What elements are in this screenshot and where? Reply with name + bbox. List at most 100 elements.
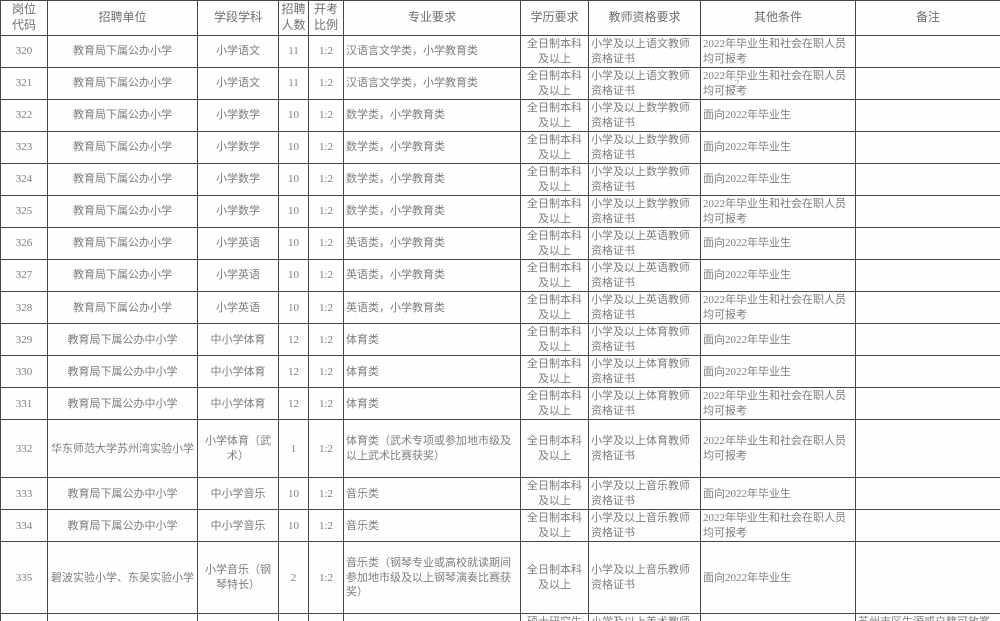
column-header-code: 岗位 代码 [0, 0, 48, 36]
cell-subject: 中小学体育 [197, 323, 279, 357]
cell-degree: 全日制本科及以上 [520, 67, 589, 101]
cell-other: 2022年毕业生和社会在职人员均可报考 [700, 419, 856, 479]
cell-degree: 全日制本科及以上 [520, 323, 589, 357]
cell-other: 面向2022年毕业生 [700, 477, 856, 511]
cell-subject: 小学语文 [197, 67, 279, 101]
cell-cert: 小学及以上语文教师资格证书 [588, 67, 701, 101]
cell-unit: 教育局下属公办小学 [47, 163, 198, 197]
cell-count: 10 [278, 195, 309, 229]
cell-code: 330 [0, 355, 48, 389]
cell-subject: 小学英语 [197, 291, 279, 325]
cell-note [855, 387, 1000, 421]
cell-code: 331 [0, 387, 48, 421]
cell-other: 2022年毕业生和社会在职人员均可报考 [700, 291, 856, 325]
table-row: 321 教育局下属公办小学 小学语文 11 1:2 汉语言文学类，小学教育类 全日制本科及以… [0, 67, 1000, 101]
cell-other: 2022年毕业生和社会在职人员均可报考 [700, 195, 856, 229]
cell-cert: 小学及以上英语教师资格证书 [588, 259, 701, 293]
cell-note [855, 34, 1000, 69]
cell-major: 数学类，小学教育类 [343, 195, 521, 229]
cell-cert: 小学及以上音乐教师资格证书 [588, 477, 701, 511]
cell-count: 11 [278, 67, 309, 101]
table-row: 332 华东师范大学苏州湾实验小学 小学体育（武术） 1 1:2 体育类（武术专项或参加地… [0, 419, 1000, 479]
cell-other: 面向2022年毕业生 [700, 259, 856, 293]
cell-ratio: 1:2 [308, 67, 344, 101]
cell-ratio: 1:2 [308, 259, 344, 293]
column-header-cert: 教师资格要求 [588, 0, 701, 36]
cell-degree: 硕士研究生及以上 [520, 613, 589, 621]
cell-code: 325 [0, 195, 48, 229]
cell-count: 10 [278, 259, 309, 293]
cell-other: 面向2022年毕业生 [700, 163, 856, 197]
cell-subject: 小学数学 [197, 99, 279, 133]
cell-other: 面向2022年毕业生 [700, 131, 856, 165]
cell-cert: 小学及以上美术教师资格证书 [588, 613, 701, 621]
cell-code: 326 [0, 227, 48, 261]
cell-code: 329 [0, 323, 48, 357]
table-row: 320 教育局下属公办小学 小学语文 11 1:2 汉语言文学类，小学教育类 全日制本科及以… [0, 34, 1000, 69]
cell-unit: 教育局下属公办小学 [47, 99, 198, 133]
cell-degree: 全日制本科及以上 [520, 387, 589, 421]
cell-degree: 全日制本科及以上 [520, 195, 589, 229]
cell-subject: 中小学音乐 [197, 509, 279, 543]
column-header-count: 招聘 人数 [278, 0, 309, 36]
cell-code: 323 [0, 131, 48, 165]
cell-note [855, 419, 1000, 479]
cell-ratio: 1:2 [308, 131, 344, 165]
cell-note [855, 259, 1000, 293]
cell-cert: 小学及以上数学教师资格证书 [588, 195, 701, 229]
cell-code: 328 [0, 291, 48, 325]
cell-count: 10 [278, 227, 309, 261]
cell-unit: 碧波实验小学、东吴实验小学 [47, 541, 198, 615]
cell-ratio: 1:2 [308, 195, 344, 229]
cell-ratio: 1:2 [308, 99, 344, 133]
cell-code: 320 [0, 34, 48, 69]
cell-other: 面向2022年毕业生 [700, 227, 856, 261]
cell-cert: 小学及以上体育教师资格证书 [588, 387, 701, 421]
cell-code: 332 [0, 419, 48, 479]
table-row: 334 教育局下属公办中小学 中小学音乐 10 1:2 音乐类 全日制本科及以上 小学及以上音… [0, 509, 1000, 543]
cell-ratio: 1:2 [308, 613, 344, 621]
cell-count: 12 [278, 323, 309, 357]
cell-major: 英语类，小学教育类 [343, 227, 521, 261]
cell-code: 321 [0, 67, 48, 101]
cell-degree: 全日制本科及以上 [520, 163, 589, 197]
cell-unit: 教育局下属公办中小学 [47, 387, 198, 421]
cell-degree: 全日制本科及以上 [520, 541, 589, 615]
cell-note [855, 477, 1000, 511]
cell-major: 数学类，小学教育类 [343, 163, 521, 197]
table-header-row: 岗位 代码 招聘单位 学段学科 招聘 人数 开考 比例 专业要求 学历要求 教师资格要求 其他条… [0, 0, 1000, 36]
column-header-other: 其他条件 [700, 0, 856, 36]
table-row: 335 碧波实验小学、东吴实验小学 小学音乐（钢琴特长） 2 1:2 音乐类（钢琴专业或高… [0, 541, 1000, 615]
cell-code: 333 [0, 477, 48, 511]
cell-note [855, 99, 1000, 133]
cell-count: 10 [278, 477, 309, 511]
cell-subject: 中小学体育 [197, 355, 279, 389]
cell-degree: 全日制本科及以上 [520, 291, 589, 325]
cell-code: 335 [0, 541, 48, 615]
cell-code: 322 [0, 99, 48, 133]
cell-unit: 华东师范大学苏州湾实验小学 [47, 419, 198, 479]
cell-unit: 教育局下属公办小学 [47, 259, 198, 293]
cell-cert: 小学及以上数学教师资格证书 [588, 163, 701, 197]
cell-unit: 教育局下属公办小学 [47, 291, 198, 325]
cell-major: 英语类，小学教育类 [343, 291, 521, 325]
cell-other: 面向2022年毕业生 [700, 613, 856, 621]
cell-subject: 小学数学 [197, 163, 279, 197]
cell-other: 2022年毕业生和社会在职人员均可报考 [700, 34, 856, 69]
cell-count: 9 [278, 613, 309, 621]
column-header-degree: 学历要求 [520, 0, 589, 36]
cell-unit: 教育局下属公办中小学 [47, 613, 198, 621]
cell-major: 体育类 [343, 323, 521, 357]
cell-cert: 小学及以上数学教师资格证书 [588, 131, 701, 165]
cell-ratio: 1:2 [308, 387, 344, 421]
cell-cert: 小学及以上英语教师资格证书 [588, 227, 701, 261]
table-row: 330 教育局下属公办中小学 中小学体育 12 1:2 体育类 全日制本科及以上 小学及以上体… [0, 355, 1000, 389]
cell-other: 2022年毕业生和社会在职人员均可报考 [700, 387, 856, 421]
cell-major: 音乐类 [343, 509, 521, 543]
cell-subject: 小学英语 [197, 227, 279, 261]
cell-count: 10 [278, 509, 309, 543]
column-header-unit: 招聘单位 [47, 0, 198, 36]
cell-other: 面向2022年毕业生 [700, 355, 856, 389]
cell-count: 12 [278, 387, 309, 421]
cell-cert: 小学及以上体育教师资格证书 [588, 355, 701, 389]
